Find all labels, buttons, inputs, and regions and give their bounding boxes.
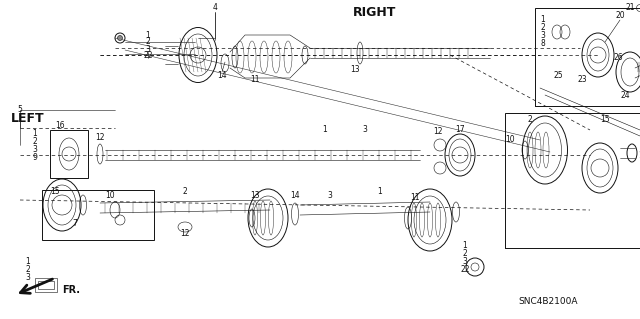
Text: 2: 2 [463, 249, 467, 257]
Text: 2: 2 [182, 188, 188, 197]
Text: 24: 24 [620, 91, 630, 100]
Text: 18: 18 [638, 151, 640, 160]
Text: 17: 17 [455, 125, 465, 135]
Text: 1: 1 [323, 125, 328, 135]
Text: 1: 1 [146, 31, 150, 40]
Text: 25: 25 [553, 70, 563, 79]
Text: 3: 3 [363, 125, 367, 135]
Text: 2: 2 [527, 115, 532, 124]
Text: 20: 20 [615, 11, 625, 19]
Text: 11: 11 [250, 76, 260, 85]
Text: 22: 22 [143, 51, 153, 61]
Text: 3: 3 [328, 190, 332, 199]
Bar [535, 8, 640, 106]
Bar [50, 130, 88, 178]
Circle shape [118, 35, 122, 41]
Bar [38, 281, 54, 289]
Text: 1: 1 [378, 188, 382, 197]
Text: 10: 10 [105, 190, 115, 199]
Text: 23: 23 [577, 76, 587, 85]
Text: 3: 3 [541, 32, 545, 41]
Text: 13: 13 [250, 190, 260, 199]
Text: 5: 5 [17, 106, 22, 115]
Text: 11: 11 [410, 194, 420, 203]
Text: 1: 1 [541, 16, 545, 25]
Text: 12: 12 [95, 133, 105, 143]
Text: 1: 1 [33, 129, 37, 137]
Text: 2: 2 [26, 265, 30, 275]
Bar [42, 190, 154, 240]
Text: 3: 3 [145, 44, 150, 54]
Text: 12: 12 [180, 228, 189, 238]
Text: 1: 1 [26, 257, 30, 266]
Text: 7: 7 [72, 219, 77, 228]
Text: 4: 4 [212, 4, 218, 12]
Text: 15: 15 [50, 188, 60, 197]
Text: 3: 3 [463, 256, 467, 265]
Text: 14: 14 [217, 70, 227, 79]
Text: 1: 1 [463, 241, 467, 249]
Text: SNC4B2100A: SNC4B2100A [518, 298, 578, 307]
Text: 2: 2 [146, 38, 150, 47]
Bar [505, 113, 640, 248]
Text: 12: 12 [433, 128, 443, 137]
Text: 3: 3 [33, 145, 37, 153]
Text: 14: 14 [290, 190, 300, 199]
Text: 13: 13 [350, 65, 360, 75]
Text: 15: 15 [600, 115, 610, 124]
Text: 26: 26 [613, 54, 623, 63]
Text: RIGHT: RIGHT [353, 5, 397, 19]
Bar [35, 278, 57, 292]
Text: FR.: FR. [62, 285, 80, 295]
Text: 22: 22 [460, 264, 470, 273]
Text: 21: 21 [625, 4, 635, 12]
Text: 9: 9 [33, 152, 37, 161]
Text: 8: 8 [541, 40, 545, 48]
Text: 10: 10 [505, 136, 515, 145]
Text: 16: 16 [55, 121, 65, 130]
Text: 2: 2 [541, 24, 545, 33]
Text: 3: 3 [26, 273, 31, 283]
Text: LEFT: LEFT [11, 112, 45, 124]
Text: 2: 2 [33, 137, 37, 145]
